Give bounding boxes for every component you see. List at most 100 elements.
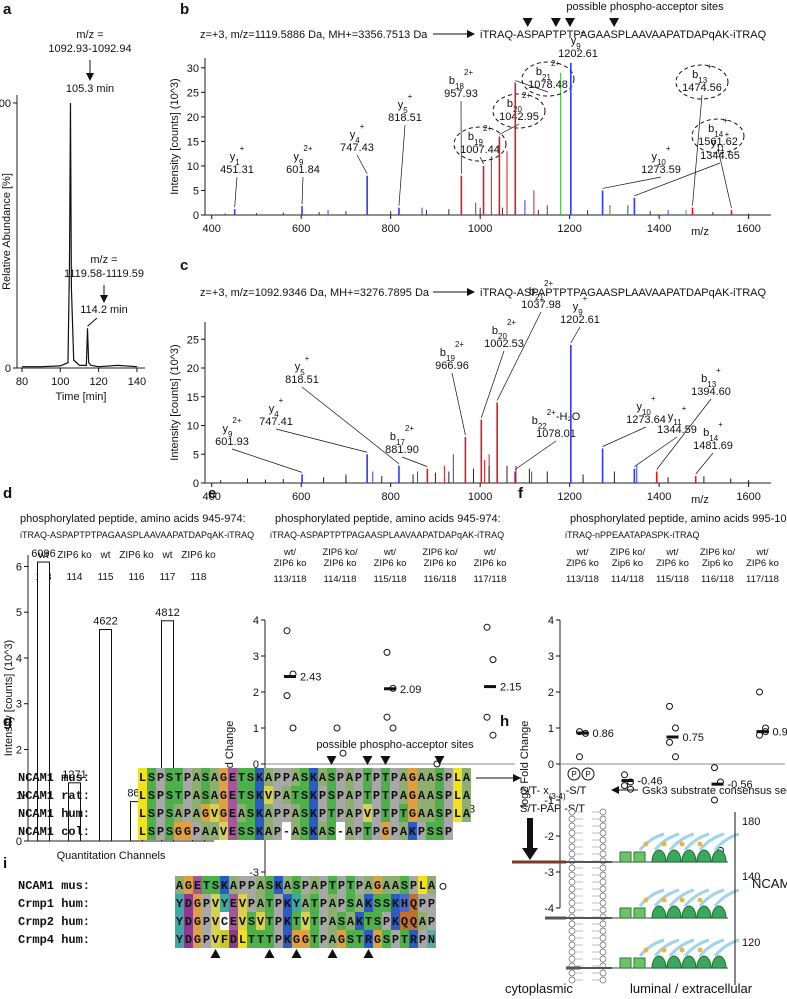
- site-marker: [609, 18, 620, 27]
- residue: A: [428, 879, 436, 893]
- sequence-part: S: [524, 29, 531, 41]
- residue-cell: [390, 804, 399, 822]
- lipid-head: [568, 941, 576, 949]
- residue-cell: [427, 930, 436, 948]
- residue: D: [185, 933, 192, 947]
- residue: V: [212, 933, 220, 947]
- ion-sub: 9: [576, 42, 581, 51]
- residue: T: [175, 771, 182, 785]
- mz-label: 747.41: [259, 416, 293, 428]
- residue-cell: [265, 930, 274, 948]
- glycan: [653, 888, 680, 907]
- ig-domain: [681, 955, 697, 969]
- bar: [99, 628, 112, 842]
- mz-label: 1202.61: [560, 314, 600, 326]
- label-leader: [301, 176, 304, 205]
- residue: A: [176, 879, 184, 893]
- ion-sub: 9: [578, 308, 583, 317]
- phospho-label: P: [585, 770, 590, 779]
- residue: G: [220, 807, 227, 821]
- residue-cell: [399, 786, 408, 804]
- x-tick-label: 116: [129, 572, 145, 583]
- bar: [68, 782, 81, 842]
- residue: P: [275, 897, 282, 911]
- residue: S: [383, 933, 390, 947]
- residue: S: [436, 771, 443, 785]
- mz-label: 818.51: [388, 112, 422, 124]
- residue: D: [185, 897, 192, 911]
- residue: T: [382, 771, 389, 785]
- ion-label: b212+: [536, 59, 560, 82]
- site-marker: [327, 949, 338, 958]
- residue: P: [184, 771, 191, 785]
- residue-cell: [355, 912, 364, 930]
- annotation-mz: 1092.93-1092.94: [48, 43, 131, 55]
- lipid-head: [599, 906, 607, 914]
- lipid-head: [568, 836, 576, 844]
- residue: H: [401, 897, 408, 911]
- residue-cell: [165, 768, 174, 786]
- residue: S: [401, 879, 408, 893]
- residue-cell: [372, 822, 381, 840]
- residue: T: [356, 933, 363, 947]
- residue: P: [275, 933, 282, 947]
- residue: K: [310, 807, 318, 821]
- mz-label: 966.96: [435, 360, 469, 372]
- residue-cell: [247, 912, 256, 930]
- residue: K: [284, 933, 292, 947]
- ig-domain: [711, 849, 727, 863]
- isoform-label: 180: [742, 816, 760, 828]
- ion-name: b: [507, 98, 513, 110]
- label-leader: [602, 176, 662, 189]
- residue-cell: [174, 768, 183, 786]
- residue-cell: [444, 786, 453, 804]
- residue: S: [427, 825, 434, 839]
- lipid-head: [599, 815, 607, 823]
- residue: A: [329, 915, 337, 929]
- residue: P: [275, 915, 282, 929]
- residue-cell: [337, 876, 346, 894]
- residue-cell: [283, 912, 292, 930]
- residue-cell: [300, 822, 309, 840]
- residue-cell: [228, 768, 237, 786]
- residue-cell: [309, 804, 318, 822]
- residue-cell: [453, 768, 462, 786]
- residue: A: [283, 789, 291, 803]
- residue-cell: [318, 804, 327, 822]
- residue-cell: [354, 786, 363, 804]
- residue-cell: [373, 894, 382, 912]
- column-label: ZIP6 ko/: [610, 547, 646, 558]
- residue-cell: [184, 894, 193, 912]
- glycan: [638, 832, 665, 851]
- circle-mark: [691, 118, 745, 154]
- residue-cell: [291, 822, 300, 840]
- residue: P: [274, 771, 281, 785]
- residue-cell: [327, 768, 336, 786]
- lipid-head: [568, 822, 576, 830]
- residue: P: [373, 789, 380, 803]
- residue: L: [239, 933, 246, 947]
- ig-domain: [666, 905, 682, 919]
- panel-label: i: [3, 855, 7, 872]
- ion-sup: 2+: [507, 318, 516, 327]
- residue: T: [365, 915, 372, 929]
- residue-cell: [292, 912, 301, 930]
- residue: T: [257, 933, 264, 947]
- mean-label: 2.43: [300, 672, 321, 684]
- residue-cell: [237, 804, 246, 822]
- ion-label: y4+: [269, 396, 284, 419]
- residue: S: [383, 897, 390, 911]
- residue: P: [239, 879, 246, 893]
- residue: P: [418, 825, 425, 839]
- ion-sub: 22: [538, 422, 547, 431]
- sites-label: possible phospho-acceptor sites: [316, 739, 474, 751]
- isoform-label: 120: [742, 937, 760, 949]
- residue-cell: [264, 768, 273, 786]
- residue-cell: [201, 822, 210, 840]
- panel-label: c: [180, 257, 188, 274]
- residue-cell: [328, 912, 337, 930]
- residue: K: [310, 771, 318, 785]
- residue-cell: [255, 768, 264, 786]
- residue: K: [392, 915, 400, 929]
- glycan: [653, 832, 680, 851]
